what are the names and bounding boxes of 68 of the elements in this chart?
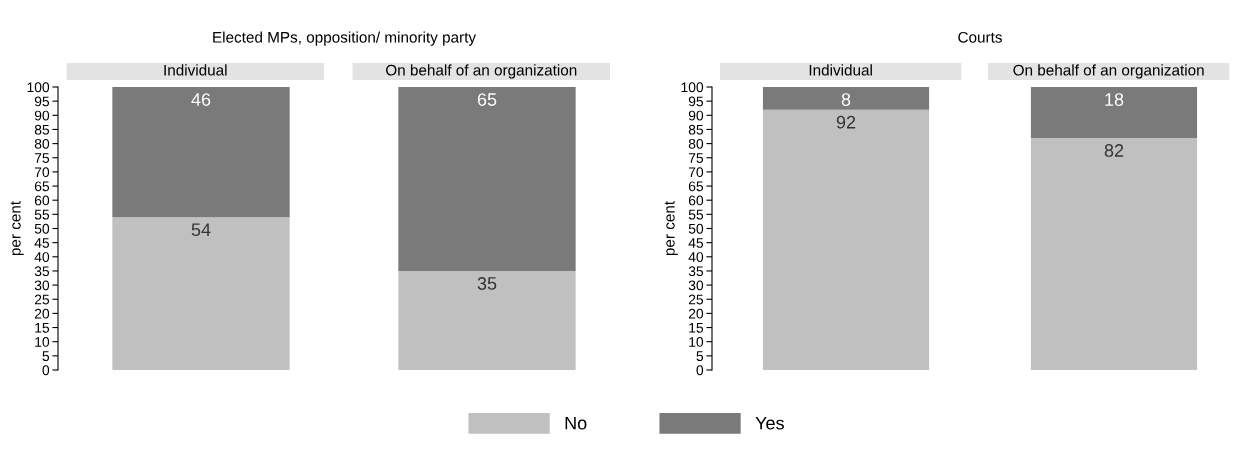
category-label: On behalf of an organization	[386, 64, 577, 79]
data-label: 54	[191, 223, 211, 237]
y-tick-label: 10	[689, 337, 704, 347]
y-tick-label: 10	[35, 337, 50, 347]
y-tick-label: 80	[34, 138, 50, 149]
y-tick-label: 90	[688, 110, 704, 121]
y-tick-label: 85	[34, 124, 50, 135]
legend-label: Yes	[755, 416, 784, 430]
bar	[762, 87, 930, 110]
y-tick-label: 65	[688, 181, 704, 192]
data-label: 92	[836, 115, 856, 129]
y-tick-label: 5	[42, 351, 50, 362]
y-tick-label: 35	[688, 266, 704, 277]
y-tick-label: 85	[688, 124, 704, 135]
category-label: Individual	[809, 64, 872, 76]
y-tick-label: 25	[688, 294, 704, 305]
bar	[112, 87, 290, 218]
y-tick-label: 65	[34, 181, 50, 192]
y-tick-label: 5	[696, 351, 704, 362]
data-label: 82	[1104, 144, 1124, 157]
y-tick-label: 75	[34, 153, 50, 163]
y-tick-label: 20	[34, 308, 50, 319]
y-tick-label: 50	[34, 223, 50, 234]
chart-title: Courts	[958, 31, 1002, 43]
data-label: 8	[841, 93, 851, 106]
data-label: 65	[477, 93, 497, 106]
bar	[398, 87, 576, 271]
bar	[1030, 137, 1198, 370]
y-tick-label: 40	[34, 252, 50, 262]
y-tick-label: 75	[688, 153, 704, 163]
bar	[398, 270, 576, 370]
bar	[762, 109, 930, 370]
chart-title: Elected MPs, opposition/ minority party	[213, 31, 477, 46]
data-label: 18	[1105, 93, 1124, 106]
y-tick-label: 30	[688, 280, 704, 291]
y-tick-label: 95	[34, 96, 50, 107]
legend-label: No	[565, 416, 587, 430]
category-label: Individual	[164, 64, 227, 76]
y-tick-label: 70	[34, 167, 50, 178]
y-tick-label: 60	[688, 195, 704, 206]
y-axis-title: per cent	[664, 201, 678, 256]
y-tick-label: 100	[681, 82, 704, 93]
y-tick-label: 45	[688, 238, 704, 248]
data-label: 35	[477, 277, 497, 290]
y-tick-label: 15	[35, 323, 50, 333]
y-tick-label: 60	[34, 195, 50, 206]
y-tick-label: 55	[688, 209, 704, 220]
y-tick-label: 95	[688, 96, 704, 107]
data-label: 46	[191, 93, 211, 106]
y-tick-label: 100	[27, 82, 50, 93]
bar	[1030, 87, 1198, 138]
y-tick-label: 55	[34, 209, 50, 220]
y-tick-label: 30	[34, 280, 50, 291]
y-axis-title: per cent	[10, 201, 24, 256]
y-tick-label: 50	[688, 223, 704, 234]
y-tick-label: 25	[34, 294, 50, 305]
y-tick-label: 80	[688, 138, 704, 149]
y-tick-label: 90	[34, 110, 50, 121]
y-tick-label: 0	[696, 365, 704, 376]
category-label: On behalf of an organization	[1013, 64, 1204, 79]
bar	[112, 217, 290, 370]
y-tick-label: 0	[42, 365, 50, 376]
y-tick-label: 45	[34, 238, 50, 248]
y-tick-label: 20	[688, 308, 704, 319]
y-tick-label: 15	[689, 323, 704, 333]
y-tick-label: 35	[34, 266, 50, 277]
y-tick-label: 70	[688, 167, 704, 178]
y-tick-label: 40	[688, 252, 704, 262]
